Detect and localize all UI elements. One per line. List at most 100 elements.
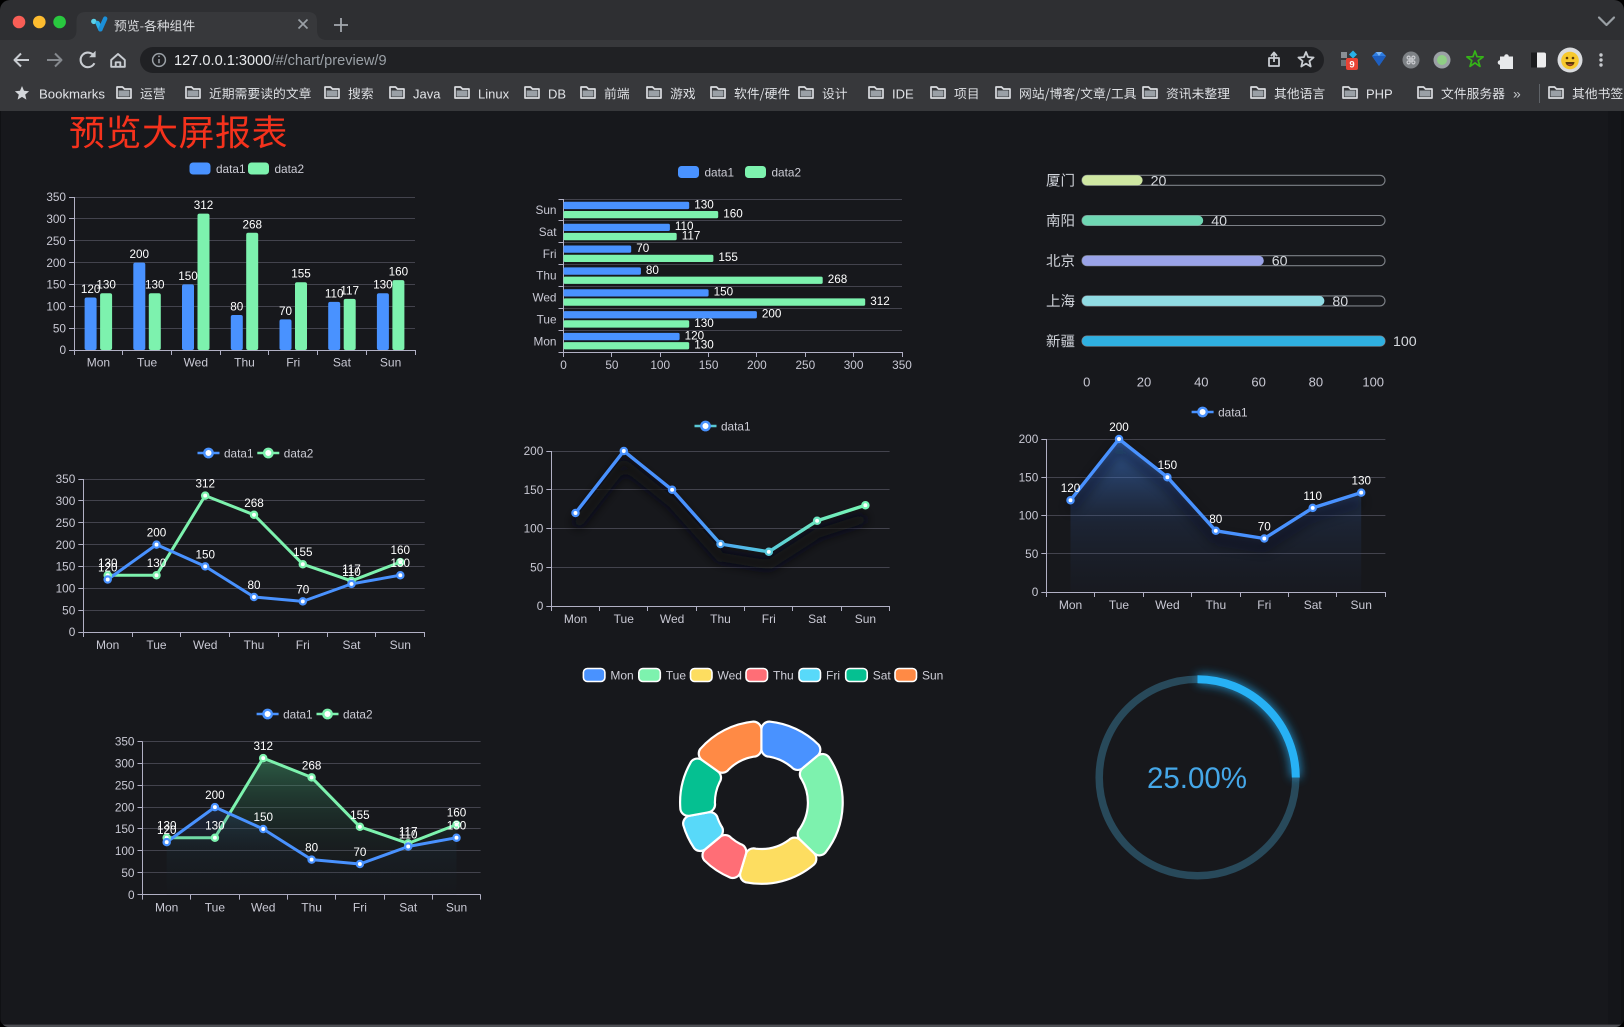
svg-text:»: » [1513, 86, 1521, 102]
svg-text:Sun: Sun [380, 356, 401, 370]
svg-text:150: 150 [178, 270, 198, 283]
svg-text:200: 200 [46, 256, 66, 270]
svg-text:150: 150 [714, 286, 734, 299]
svg-text:200: 200 [130, 248, 150, 261]
svg-text:100: 100 [56, 582, 76, 596]
svg-text:20: 20 [1137, 375, 1151, 390]
svg-text:150: 150 [1158, 459, 1178, 472]
svg-text:160: 160 [391, 544, 411, 557]
svg-text:130: 130 [694, 317, 714, 330]
svg-text:Fri: Fri [543, 247, 557, 261]
svg-text:data2: data2 [772, 166, 802, 180]
svg-text:Linux: Linux [478, 87, 510, 102]
svg-text:Sat: Sat [873, 669, 892, 683]
svg-text:100: 100 [1362, 375, 1384, 390]
svg-text:117: 117 [342, 563, 361, 576]
svg-text:Tue: Tue [137, 356, 158, 370]
svg-text:0: 0 [128, 888, 135, 902]
svg-text:Thu: Thu [536, 269, 556, 283]
svg-text:150: 150 [56, 560, 76, 574]
svg-text:DB: DB [548, 87, 566, 102]
svg-text:130: 130 [147, 557, 167, 570]
svg-text:100: 100 [650, 358, 670, 372]
svg-text:250: 250 [115, 778, 135, 792]
svg-text:80: 80 [230, 301, 244, 314]
svg-text:312: 312 [194, 199, 214, 212]
svg-text:312: 312 [195, 478, 215, 491]
svg-text:250: 250 [46, 234, 66, 248]
svg-text:Sun: Sun [536, 203, 557, 217]
svg-text:Fri: Fri [1257, 598, 1271, 612]
svg-text:80: 80 [646, 264, 660, 277]
svg-text:Mon: Mon [1059, 598, 1082, 612]
svg-text:Wed: Wed [660, 612, 684, 626]
svg-text:25.00%: 25.00% [1147, 762, 1247, 795]
svg-text:150: 150 [699, 358, 719, 372]
svg-text:Fri: Fri [296, 638, 310, 652]
svg-text:70: 70 [296, 583, 310, 596]
svg-text:150: 150 [195, 548, 215, 561]
svg-text:200: 200 [56, 538, 76, 552]
svg-text:Sat: Sat [808, 612, 827, 626]
svg-text:60: 60 [1251, 375, 1265, 390]
svg-text:300: 300 [46, 212, 66, 226]
svg-text:200: 200 [147, 527, 167, 540]
svg-text:268: 268 [828, 273, 848, 286]
svg-text:Wed: Wed [251, 901, 275, 915]
svg-text:Wed: Wed [532, 291, 556, 305]
svg-text:312: 312 [253, 740, 273, 753]
svg-text:Wed: Wed [184, 356, 208, 370]
svg-text:Sun: Sun [390, 638, 411, 652]
svg-text:50: 50 [1025, 547, 1039, 561]
svg-text:0: 0 [1032, 585, 1039, 599]
svg-text:250: 250 [795, 358, 815, 372]
svg-text:100: 100 [1393, 334, 1417, 350]
svg-text:data1: data1 [705, 166, 735, 180]
svg-text:Mon: Mon [155, 901, 178, 915]
svg-text:200: 200 [1109, 421, 1129, 434]
svg-text:Mon: Mon [564, 612, 587, 626]
svg-text:60: 60 [1272, 254, 1288, 270]
svg-text:120: 120 [81, 283, 101, 296]
svg-text:Mon: Mon [87, 356, 110, 370]
svg-text:Bookmarks: Bookmarks [39, 87, 105, 102]
svg-text:9: 9 [1349, 60, 1354, 71]
svg-text:130: 130 [1351, 475, 1371, 488]
svg-text:Thu: Thu [244, 638, 265, 652]
svg-text:150: 150 [253, 811, 273, 824]
svg-text:300: 300 [844, 358, 864, 372]
svg-text:50: 50 [121, 866, 135, 880]
svg-text:Fri: Fri [353, 901, 367, 915]
svg-text:130: 130 [205, 820, 225, 833]
svg-text:Thu: Thu [301, 901, 322, 915]
svg-text:Mon: Mon [610, 669, 633, 683]
svg-text:Mon: Mon [534, 334, 557, 348]
svg-text:127.0.0.1:3000/#/chart/preview: 127.0.0.1:3000/#/chart/preview/9 [174, 53, 387, 69]
svg-text:80: 80 [305, 842, 319, 855]
svg-text:150: 150 [524, 483, 544, 497]
svg-text:200: 200 [205, 789, 225, 802]
svg-text:40: 40 [1194, 375, 1208, 390]
svg-text:110: 110 [325, 287, 344, 300]
svg-text:50: 50 [62, 603, 76, 617]
svg-text:120: 120 [157, 824, 177, 837]
svg-text:130: 130 [96, 279, 116, 292]
svg-text:150: 150 [115, 822, 135, 836]
svg-text:Thu: Thu [710, 612, 731, 626]
svg-text:120: 120 [98, 562, 118, 575]
svg-text:117: 117 [340, 284, 359, 297]
svg-text:117: 117 [399, 825, 418, 838]
svg-text:data2: data2 [343, 707, 373, 721]
svg-text:Sat: Sat [399, 901, 418, 915]
svg-text:50: 50 [530, 561, 544, 575]
svg-text:Sun: Sun [922, 669, 943, 683]
svg-text:Tue: Tue [205, 901, 226, 915]
svg-text:Tue: Tue [1109, 598, 1130, 612]
svg-text:70: 70 [279, 305, 293, 318]
svg-text:IDE: IDE [892, 87, 914, 102]
svg-text:120: 120 [1061, 482, 1081, 495]
svg-text:Sat: Sat [1304, 598, 1323, 612]
svg-text:350: 350 [46, 190, 66, 204]
svg-text:Sat: Sat [539, 225, 557, 239]
svg-text:Wed: Wed [1155, 598, 1179, 612]
